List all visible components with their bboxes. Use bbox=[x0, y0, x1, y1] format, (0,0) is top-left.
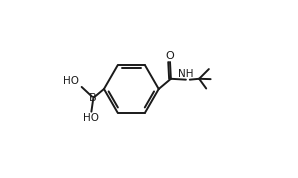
Text: NH: NH bbox=[178, 69, 194, 79]
Text: O: O bbox=[166, 51, 174, 61]
Text: B: B bbox=[89, 93, 97, 103]
Text: HO: HO bbox=[63, 75, 79, 86]
Text: HO: HO bbox=[83, 113, 99, 124]
